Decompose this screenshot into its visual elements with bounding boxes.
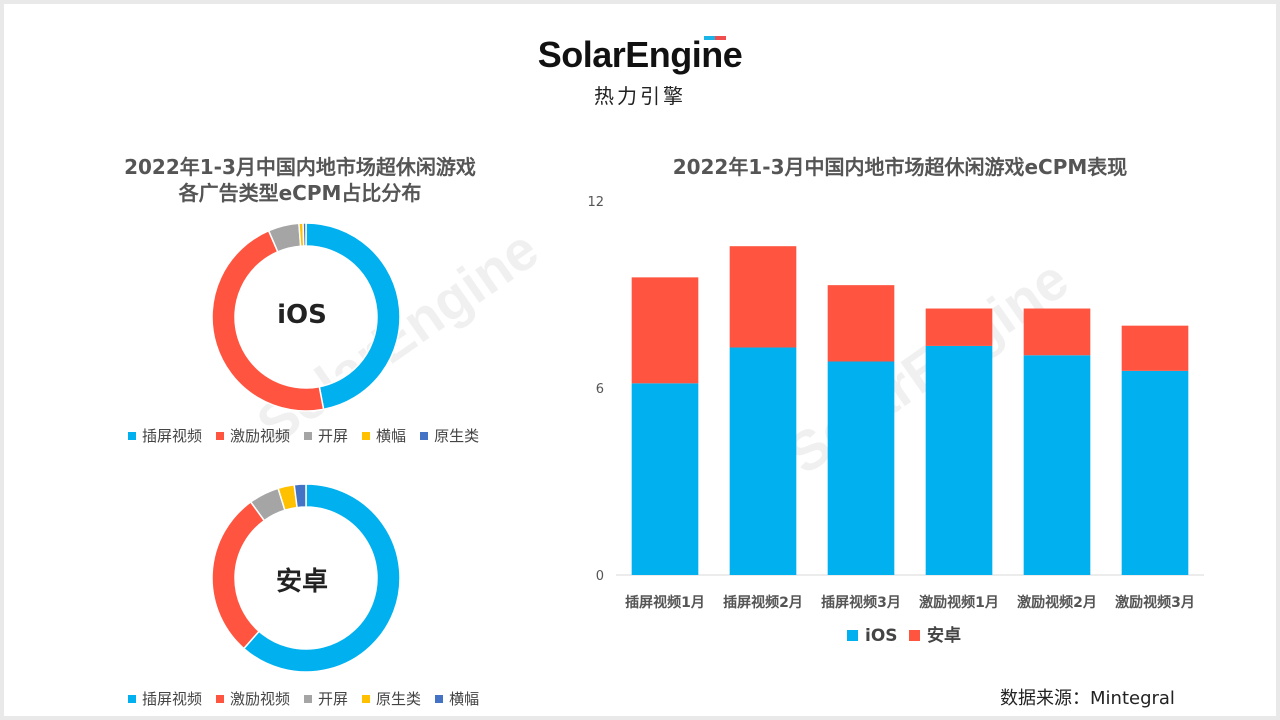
legend-item: 原生类 <box>362 688 421 709</box>
legend-swatch <box>216 694 225 703</box>
legend-item: 横幅 <box>362 425 406 446</box>
legend-label: 激励视频 <box>230 427 291 445</box>
android-donut-chart <box>211 483 401 673</box>
x-tick-label: 激励视频2月 <box>1017 594 1097 611</box>
y-tick-label: 12 <box>587 195 604 210</box>
brand-name-en: SolarEngine <box>537 34 743 75</box>
legend-label: 插屏视频 <box>142 690 203 708</box>
legend-item: 横幅 <box>435 688 479 709</box>
data-source: 数据来源：Mintegral <box>1000 688 1175 709</box>
legend-item: 原生类 <box>420 425 479 446</box>
brand-logo: SolarEngine 热力引擎 <box>4 34 1276 109</box>
donut-slice-0 <box>242 483 401 673</box>
ios-donut-center-label: iOS <box>277 300 327 330</box>
ios-donut-chart <box>211 222 401 412</box>
bar-legend-swatch <box>847 630 858 641</box>
logo-accent-marks <box>704 36 726 40</box>
bar-segment-0 <box>631 383 699 575</box>
legend-swatch <box>362 431 371 440</box>
legend-label: 激励视频 <box>230 690 291 708</box>
legend-item: 开屏 <box>304 688 348 709</box>
x-tick-label: 激励视频1月 <box>919 594 999 611</box>
y-tick-label: 6 <box>596 382 604 397</box>
legend-item: 激励视频 <box>216 688 290 709</box>
bar-legend-label: 安卓 <box>927 625 961 646</box>
bar-segment-0 <box>925 345 993 575</box>
bar-segment-1 <box>729 246 797 348</box>
android-donut-center-label: 安卓 <box>275 567 328 597</box>
x-tick-label: 插屏视频1月 <box>625 594 705 611</box>
bar-segment-0 <box>729 347 797 575</box>
legend-label: 开屏 <box>318 690 349 708</box>
bar-legend-label: iOS <box>865 626 898 646</box>
legend-swatch <box>128 431 136 440</box>
x-tick-label: 激励视频3月 <box>1115 594 1195 611</box>
bar-segment-1 <box>925 308 993 346</box>
bar-segment-0 <box>1023 355 1091 575</box>
legend-item: 插屏视频 <box>128 425 202 446</box>
legend-swatch <box>420 431 429 440</box>
bar-segment-1 <box>631 277 699 384</box>
legend-swatch <box>304 694 313 703</box>
legend-label: 横幅 <box>376 427 407 445</box>
legend-swatch <box>216 431 225 440</box>
bar-segment-0 <box>1121 370 1189 575</box>
legend-label: 原生类 <box>376 690 422 708</box>
legend-swatch <box>362 694 371 703</box>
legend-item: 开屏 <box>304 425 348 446</box>
donut-slice-4 <box>293 483 307 509</box>
donut-chart-title: 2022年1-3月中国内地市场超休闲游戏 各广告类型eCPM占比分布 <box>100 154 500 206</box>
legend-label: 横幅 <box>449 690 480 708</box>
legend-label: 插屏视频 <box>142 427 203 445</box>
y-tick-label: 0 <box>596 569 604 584</box>
donut-slice-4 <box>302 222 307 247</box>
donut-title-line-2: 各广告类型eCPM占比分布 <box>178 181 422 205</box>
legend-swatch <box>435 694 444 703</box>
bar-segment-1 <box>827 285 895 362</box>
ios-donut-legend: 插屏视频 激励视频 开屏 横幅 原生类 <box>128 425 493 446</box>
legend-swatch <box>304 431 313 440</box>
legend-label: 开屏 <box>318 427 349 445</box>
x-tick-label: 插屏视频3月 <box>821 594 901 611</box>
legend-label: 原生类 <box>434 427 480 445</box>
legend-item: 激励视频 <box>216 425 290 446</box>
slide: SolarEngine SolarEngine SolarEngine 热力引擎… <box>4 4 1276 716</box>
donut-title-line-1: 2022年1-3月中国内地市场超休闲游戏 <box>124 155 476 179</box>
bar-chart-title: 2022年1-3月中国内地市场超休闲游戏eCPM表现 <box>672 155 1128 179</box>
bar-segment-1 <box>1121 325 1189 371</box>
donut-slice-0 <box>305 222 401 411</box>
brand-name-cn: 热力引擎 <box>594 84 686 108</box>
bar-segment-0 <box>827 361 895 575</box>
x-tick-label: 插屏视频2月 <box>723 594 803 611</box>
ecpm-bar-chart: 0 6 12 插屏视频1月 插屏视频2月 插屏视频3月 激励视频1月 激励视频2月 激励视频3月… <box>587 195 1204 646</box>
bar-legend-swatch <box>909 630 920 641</box>
bar-segment-1 <box>1023 308 1091 356</box>
android-donut-legend: 插屏视频 激励视频 开屏 原生类 横幅 <box>128 688 493 709</box>
legend-item: 插屏视频 <box>128 688 202 709</box>
legend-swatch <box>128 694 136 703</box>
